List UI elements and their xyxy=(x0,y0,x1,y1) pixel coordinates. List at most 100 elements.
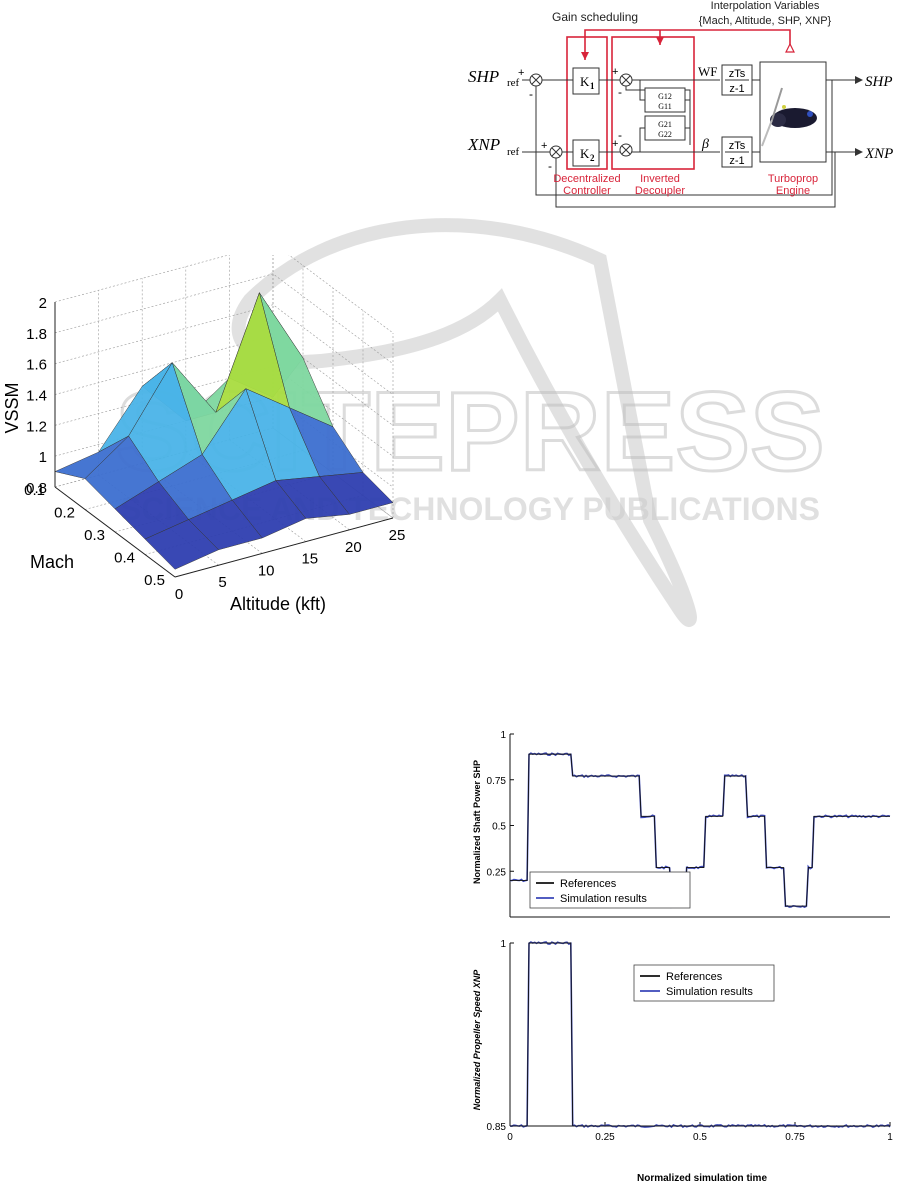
xnp-ref-label: XNP xyxy=(467,135,500,154)
x-tick-label: 0 xyxy=(507,1132,513,1143)
surface-x-tick: 25 xyxy=(389,527,406,544)
engine-label-2: Engine xyxy=(776,185,810,197)
minus-sign-3: - xyxy=(618,85,622,99)
surface-z-tick: 1.4 xyxy=(26,388,47,405)
g-top-num: G12 xyxy=(658,92,672,101)
surface-gridline xyxy=(54,273,394,365)
reference-series-line xyxy=(510,753,890,907)
beta-label: β xyxy=(701,137,709,152)
minus-sign-4: - xyxy=(618,128,622,142)
surface-x-axis xyxy=(174,517,394,578)
shp-axes: 0.25 0.5 0.75 1 xyxy=(487,730,890,918)
wf-label: WF xyxy=(698,64,718,79)
surface-y-tick: 0.4 xyxy=(114,550,135,567)
surface-y-tick: 0.2 xyxy=(54,505,75,522)
decoupler-label-2: Decoupler xyxy=(635,185,685,197)
shp-lines xyxy=(509,752,891,909)
shp-legend-ref: References xyxy=(560,878,617,890)
vssm-surface-chart: 0.811.21.41.61.8205101520250.10.20.30.40… xyxy=(2,255,405,614)
g-bot-den: G22 xyxy=(658,130,672,139)
k1-sub: 1 xyxy=(590,81,595,91)
interp-vars: {Mach, Altitude, SHP, XNP} xyxy=(699,15,832,27)
y-tick-label: 0.5 xyxy=(492,822,506,833)
y-tick-label: 0.25 xyxy=(487,867,507,878)
turboprop-engine-image xyxy=(761,87,817,147)
shp-ref-label: SHP xyxy=(468,67,499,86)
engine-label-1: Turboprop xyxy=(768,173,818,185)
k1-label: K xyxy=(580,74,590,89)
surface-x-tick: 0 xyxy=(175,586,183,603)
gain-scheduling-label: Gain scheduling xyxy=(552,10,638,24)
surface-x-tick: 5 xyxy=(218,574,226,591)
xnp-lines xyxy=(509,941,891,1129)
controller-box xyxy=(566,36,608,170)
interp-title: Interpolation Variables xyxy=(711,0,820,12)
surface-z-tick: 1 xyxy=(39,449,47,466)
surface-y-tick: 0.3 xyxy=(84,527,105,544)
surface-z-tick: 2 xyxy=(39,295,47,312)
decoupler-label-1: Inverted xyxy=(640,173,680,185)
xnp-line-chart: Normalized Propeller Speed XNP 0.85 1 0 0.2… xyxy=(472,939,893,1184)
plus-sign-3: + xyxy=(612,66,618,78)
out-shp-label: SHP xyxy=(865,74,893,90)
surface-y-tick: 0.5 xyxy=(144,572,165,589)
shp-ref-sub: ref xyxy=(507,77,520,89)
x-tick-label: 0.25 xyxy=(595,1132,615,1143)
k2-label: K xyxy=(580,146,590,161)
g-top-den: G11 xyxy=(658,102,671,111)
shp-legend: References Simulation results xyxy=(529,871,691,909)
watermark-swoosh xyxy=(231,218,697,627)
xnp-ref-sub: ref xyxy=(507,146,520,158)
plus-sign-2: + xyxy=(541,140,547,152)
surface-xlabel: Altitude (kft) xyxy=(230,594,326,614)
out-xnp-label: XNP xyxy=(864,146,893,162)
x-tick-label: 0.5 xyxy=(693,1132,707,1143)
surface-y-tick: 0.1 xyxy=(24,482,45,499)
zts-2: zTs xyxy=(729,140,746,152)
block-diagram: Gain scheduling Interpolation Variables … xyxy=(467,0,893,208)
k2-sub: 2 xyxy=(590,153,595,163)
zm1-1: z-1 xyxy=(729,83,744,95)
surface-z-tick: 0.8 xyxy=(26,480,47,497)
xnp-xlabel: Normalized simulation time xyxy=(637,1173,767,1184)
plus-sign-1: + xyxy=(518,67,524,79)
g-bot-num: G21 xyxy=(658,120,672,129)
x-tick-label: 0.75 xyxy=(785,1132,805,1143)
surface-zlabel: VSSM xyxy=(2,382,22,433)
surface-gridline xyxy=(54,255,394,334)
k2-block xyxy=(572,139,600,167)
y-tick-label: 0.85 xyxy=(487,1122,507,1133)
decoupler-box xyxy=(611,36,695,170)
zts-1: zTs xyxy=(729,68,746,80)
surface-x-tick: 10 xyxy=(258,562,275,579)
g-top-block xyxy=(644,87,686,113)
shp-legend-sim: Simulation results xyxy=(560,893,647,905)
surface-ticks: 0.811.21.41.61.8205101520250.10.20.30.40… xyxy=(24,295,405,603)
shp-line-chart: Normalized Shaft Power SHP 0.250.50.751 … xyxy=(472,730,891,918)
controller-label-2: Controller xyxy=(563,185,611,197)
xnp-ylabel: Normalized Propeller Speed XNP xyxy=(472,969,482,1111)
xnp-legend: References Simulation results xyxy=(633,964,775,1002)
surface-z-tick: 1.2 xyxy=(26,418,47,435)
minus-sign-2: - xyxy=(548,159,552,173)
x-tick-label: 1 xyxy=(887,1132,893,1143)
plus-sign-4: + xyxy=(612,138,618,150)
y-tick-label: 0.75 xyxy=(487,776,507,787)
controller-label-1: Decentralized xyxy=(553,173,620,185)
y-tick-label: 1 xyxy=(500,939,506,950)
surface-face xyxy=(144,519,220,570)
zm1-2: z-1 xyxy=(729,155,744,167)
reference-series-line xyxy=(510,942,890,1127)
xnp-legend-ref: References xyxy=(666,971,723,983)
surface-x-tick: 20 xyxy=(345,539,362,556)
xnp-legend-sim: Simulation results xyxy=(666,986,753,998)
engine-block xyxy=(759,61,827,163)
minus-sign-1: - xyxy=(529,87,533,101)
surface-ylabel: Mach xyxy=(30,552,74,572)
shp-ylabel: Normalized Shaft Power SHP xyxy=(472,760,482,884)
surface-z-tick: 1.8 xyxy=(26,326,47,343)
surface-gridline xyxy=(54,304,394,395)
sum-junction-4 xyxy=(619,143,633,157)
g-bot-block xyxy=(644,115,686,141)
y-tick-label: 1 xyxy=(500,730,506,741)
